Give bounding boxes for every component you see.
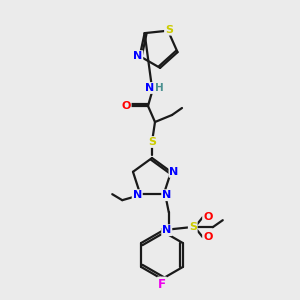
Text: S: S <box>165 25 173 35</box>
Text: O: O <box>203 232 212 242</box>
Text: F: F <box>158 278 166 290</box>
Text: N: N <box>146 83 154 93</box>
Text: H: H <box>154 83 164 93</box>
Text: N: N <box>162 190 171 200</box>
Text: S: S <box>189 222 197 232</box>
Text: N: N <box>133 51 142 61</box>
Text: N: N <box>169 167 178 177</box>
Text: N: N <box>133 190 142 200</box>
Text: S: S <box>148 137 156 147</box>
Text: O: O <box>203 212 212 222</box>
Text: O: O <box>121 101 131 111</box>
Text: N: N <box>162 225 171 235</box>
